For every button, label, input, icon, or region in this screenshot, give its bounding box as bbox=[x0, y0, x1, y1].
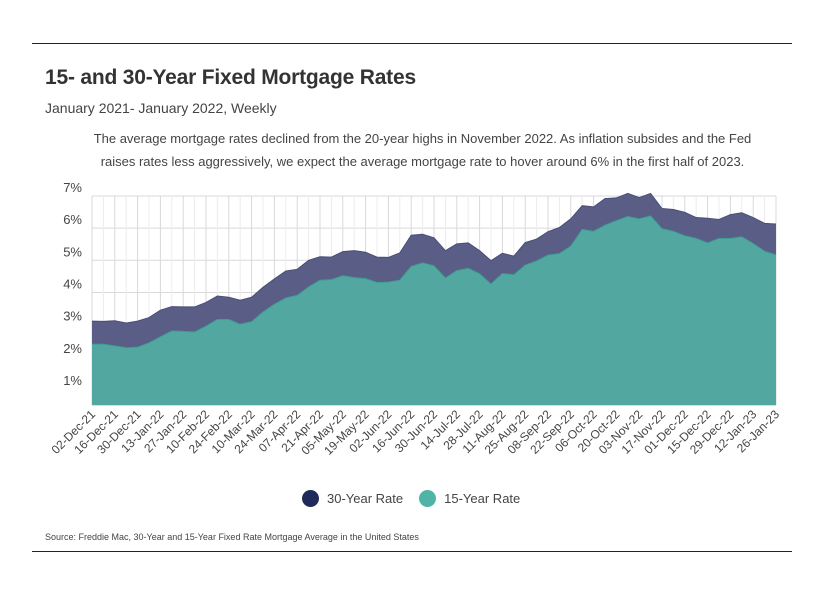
source-note: Source: Freddie Mac, 30-Year and 15-Year… bbox=[45, 532, 419, 542]
legend: 30-Year Rate 15-Year Rate bbox=[302, 490, 536, 507]
y-tick-label-5: 6% bbox=[63, 212, 82, 227]
y-tick-label-0: 1% bbox=[63, 373, 82, 388]
chart-subtitle: January 2021- January 2022, Weekly bbox=[45, 100, 277, 116]
legend-item-15-year: 15-Year Rate bbox=[419, 490, 520, 507]
chart-description: The average mortgage rates declined from… bbox=[70, 127, 775, 173]
description-line-1: The average mortgage rates declined from… bbox=[93, 131, 752, 146]
y-tick-label-3: 4% bbox=[63, 276, 82, 291]
y-tick-label-2: 3% bbox=[63, 309, 82, 324]
chart-title: 15- and 30-Year Fixed Mortgage Rates bbox=[45, 66, 416, 89]
bottom-rule bbox=[32, 551, 792, 552]
x-axis-ticks: 02-Dec-2116-Dec-2130-Dec-2113-Jan-2227-J… bbox=[49, 407, 783, 458]
legend-label-15-year: 15-Year Rate bbox=[444, 491, 521, 506]
line-30-year-rate bbox=[91, 192, 777, 324]
legend-swatch-15-year bbox=[419, 490, 437, 507]
y-tick-label-1: 2% bbox=[63, 341, 82, 356]
top-rule bbox=[32, 43, 792, 44]
legend-label-30-year: 30-Year Rate bbox=[327, 491, 404, 506]
legend-item-30-year: 30-Year Rate bbox=[302, 490, 403, 507]
legend-swatch-30-year bbox=[302, 490, 319, 507]
y-tick-label-4: 5% bbox=[63, 244, 82, 259]
area-15-year-rate bbox=[92, 215, 776, 405]
y-axis-ticks: 1% 2% 3% 4% 5% 6% 7% bbox=[63, 180, 82, 388]
area-series bbox=[91, 192, 777, 405]
y-tick-label-6: 7% bbox=[63, 180, 82, 195]
line-15-year-rate bbox=[92, 215, 777, 349]
description-line-2: raises rates less aggressively, we expec… bbox=[100, 154, 745, 169]
